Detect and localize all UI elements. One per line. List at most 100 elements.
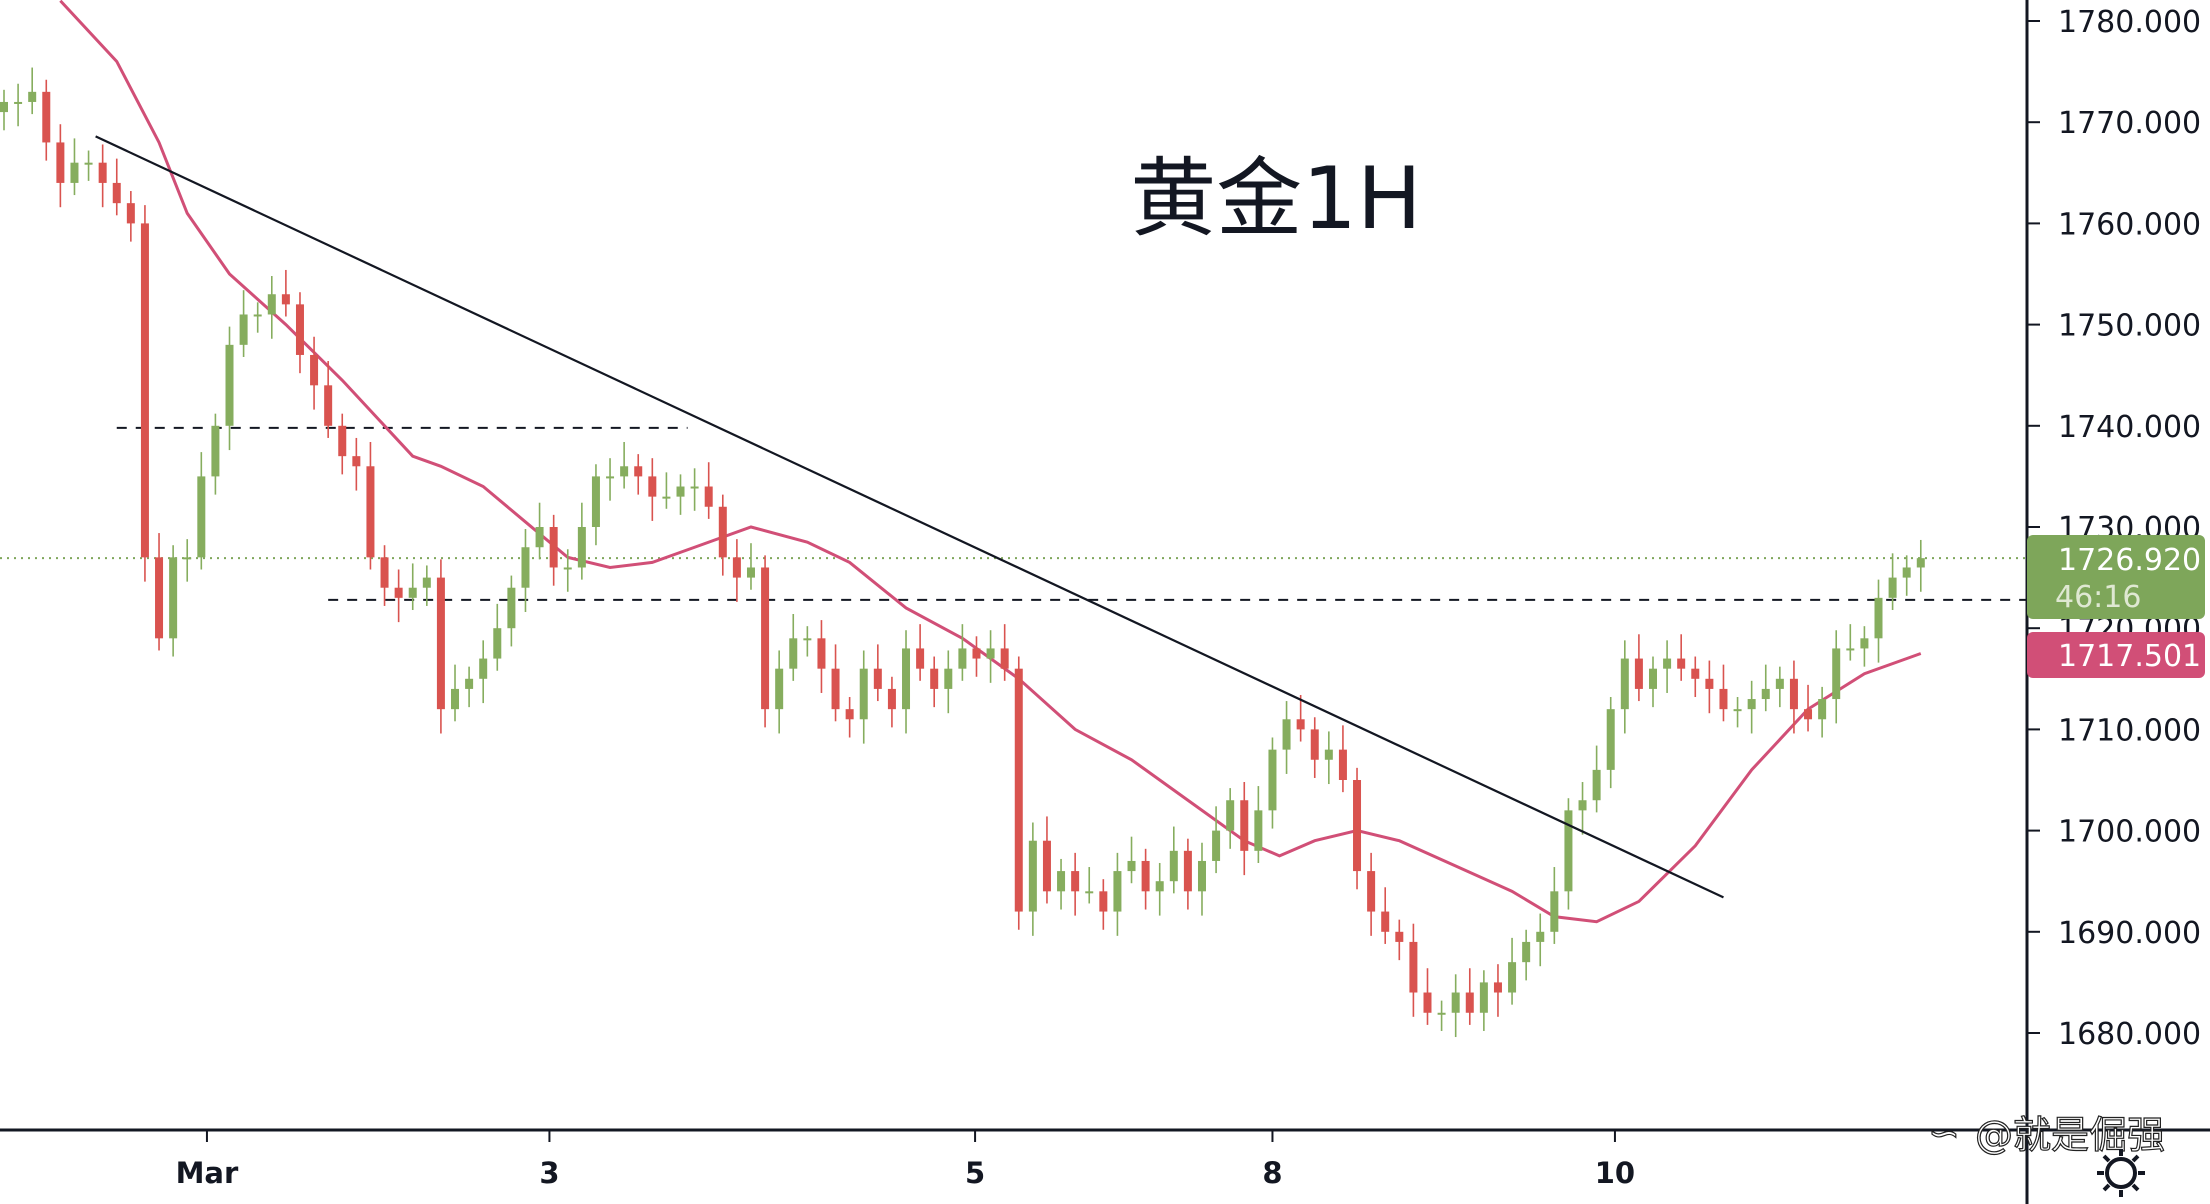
- bar-countdown: 46:16: [2055, 580, 2141, 615]
- candle-body: [310, 354, 319, 386]
- candle-body: [1874, 597, 1883, 639]
- candle-body: [1451, 992, 1460, 1013]
- candle-body: [718, 506, 727, 558]
- candle-body: [211, 425, 220, 477]
- candle-body: [479, 658, 488, 679]
- price-axis[interactable]: 1680.0001690.0001700.0001710.0001720.000…: [2027, 5, 2201, 1052]
- candle-body: [1648, 668, 1657, 689]
- candle-body: [958, 648, 967, 669]
- moving-average-line: [59, 0, 1922, 924]
- candle-body: [1169, 850, 1178, 882]
- candle-body: [1212, 830, 1221, 861]
- price-tick-label: 1760.000: [2058, 207, 2201, 242]
- candle-body: [28, 91, 37, 102]
- candle-body: [1042, 840, 1051, 892]
- candle-body: [1113, 871, 1122, 912]
- candle-body: [1423, 992, 1432, 1013]
- candle-body: [1691, 668, 1700, 679]
- candle-body: [338, 425, 347, 457]
- candle-body: [761, 567, 770, 710]
- settings-sun-icon[interactable]: [2097, 1149, 2145, 1197]
- candle-body: [1620, 658, 1629, 710]
- candle-body: [422, 577, 431, 588]
- candle-body: [352, 456, 361, 467]
- candle-body: [1338, 749, 1347, 780]
- candle-body: [84, 162, 93, 165]
- time-tick-label: 10: [1595, 1156, 1635, 1190]
- candle-body: [42, 91, 51, 143]
- candle-body: [1677, 658, 1686, 669]
- price-tick-label: 1770.000: [2058, 106, 2201, 141]
- candle-body: [408, 587, 417, 598]
- candle-body: [620, 466, 629, 477]
- candle-body: [1860, 638, 1869, 649]
- candle-body: [1296, 719, 1305, 730]
- candle-body: [1000, 648, 1009, 669]
- price-tick-label: 1740.000: [2058, 410, 2201, 445]
- candle-body: [972, 648, 981, 659]
- candle-body: [986, 648, 995, 659]
- candle-body: [662, 496, 671, 499]
- candle-body: [1479, 982, 1488, 1013]
- candle-body: [1127, 860, 1136, 872]
- candle-body: [648, 476, 657, 497]
- candle-body: [70, 162, 79, 183]
- price-tick-label: 1690.000: [2058, 916, 2201, 951]
- time-axis[interactable]: Mar 3 5 8 10: [176, 1130, 1636, 1190]
- reference-lines: [0, 426, 2027, 601]
- price-tick-label: 1780.000: [2058, 5, 2201, 40]
- candle-body: [1916, 558, 1925, 568]
- candle-body: [183, 557, 192, 560]
- candle-body: [1395, 931, 1404, 942]
- candle-body: [324, 385, 333, 426]
- candle-body: [577, 527, 586, 568]
- candle-body: [1578, 800, 1587, 811]
- watermark: ∽ @就是倔强: [1927, 1110, 2165, 1157]
- price-tick-label: 1750.000: [2058, 309, 2201, 344]
- trendline-layer: [95, 135, 1724, 899]
- candle-body: [253, 314, 262, 317]
- candle-body: [732, 557, 741, 578]
- candle-body: [845, 709, 854, 720]
- candle-body: [1789, 678, 1798, 710]
- candle-body: [1719, 688, 1728, 710]
- candle-body: [1381, 911, 1390, 932]
- candle-body: [1282, 719, 1291, 750]
- candle-body: [1747, 699, 1756, 710]
- candle-body: [1310, 729, 1319, 760]
- candle-body: [98, 162, 107, 183]
- candle-body: [1353, 780, 1362, 872]
- time-tick-label: 5: [965, 1156, 985, 1190]
- candle-body: [1141, 860, 1150, 892]
- candle-body: [1226, 800, 1235, 831]
- weibo-icon: ∽: [1928, 1111, 1960, 1155]
- price-tick-label: 1700.000: [2058, 815, 2201, 850]
- candle-body: [606, 476, 615, 479]
- trendline: [95, 135, 1724, 899]
- candle-body: [916, 648, 925, 669]
- candle-body: [1522, 941, 1531, 963]
- candle-body: [1493, 982, 1502, 993]
- candle-body: [1508, 962, 1517, 993]
- candle-body: [944, 668, 953, 689]
- candle-body: [1775, 678, 1784, 689]
- candle-body: [873, 668, 882, 689]
- candle-body: [56, 142, 65, 183]
- candle-body: [521, 547, 530, 588]
- candle-body: [1705, 678, 1714, 689]
- candle-body: [817, 638, 826, 669]
- candle-body: [591, 476, 600, 527]
- candle-body: [1240, 800, 1249, 851]
- candle-body: [14, 101, 23, 104]
- candle-body: [775, 668, 784, 710]
- candle-body: [1268, 749, 1277, 811]
- candle-body: [112, 182, 121, 204]
- candle-body: [225, 344, 234, 426]
- candles: [0, 67, 1925, 1038]
- candle-body: [859, 668, 868, 720]
- candle-body: [1057, 871, 1066, 892]
- candle-body: [676, 486, 685, 497]
- candle-body: [451, 688, 460, 710]
- candle-body: [197, 476, 206, 558]
